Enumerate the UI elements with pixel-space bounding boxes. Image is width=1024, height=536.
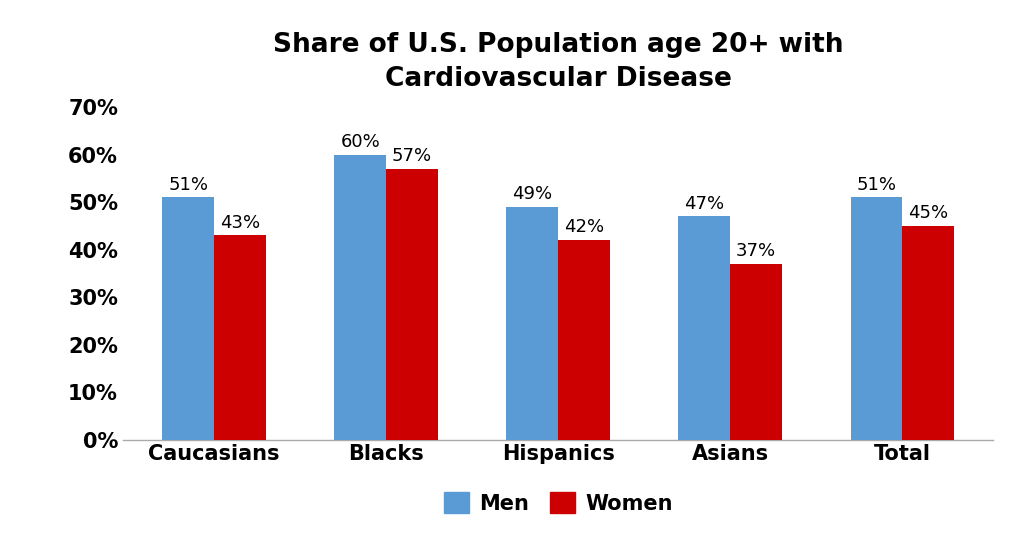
Bar bbox=[214, 235, 265, 440]
Text: 47%: 47% bbox=[684, 195, 724, 213]
Text: 43%: 43% bbox=[220, 213, 260, 232]
Text: 51%: 51% bbox=[168, 176, 208, 193]
Title: Share of U.S. Population age 20+ with
Cardiovascular Disease: Share of U.S. Population age 20+ with Ca… bbox=[272, 32, 844, 92]
Bar bbox=[679, 217, 730, 440]
Bar bbox=[335, 155, 386, 440]
Text: 37%: 37% bbox=[736, 242, 776, 260]
Legend: Men, Women: Men, Women bbox=[435, 484, 681, 522]
Bar bbox=[851, 197, 902, 440]
Text: 57%: 57% bbox=[392, 147, 432, 165]
Bar bbox=[558, 240, 609, 440]
Bar bbox=[163, 197, 214, 440]
Bar bbox=[507, 207, 558, 440]
Text: 51%: 51% bbox=[856, 176, 896, 193]
Bar bbox=[902, 226, 953, 440]
Text: 60%: 60% bbox=[340, 133, 380, 151]
Text: 45%: 45% bbox=[908, 204, 948, 222]
Text: 42%: 42% bbox=[564, 218, 604, 236]
Text: 49%: 49% bbox=[512, 185, 552, 203]
Bar bbox=[730, 264, 781, 440]
Bar bbox=[386, 169, 437, 440]
